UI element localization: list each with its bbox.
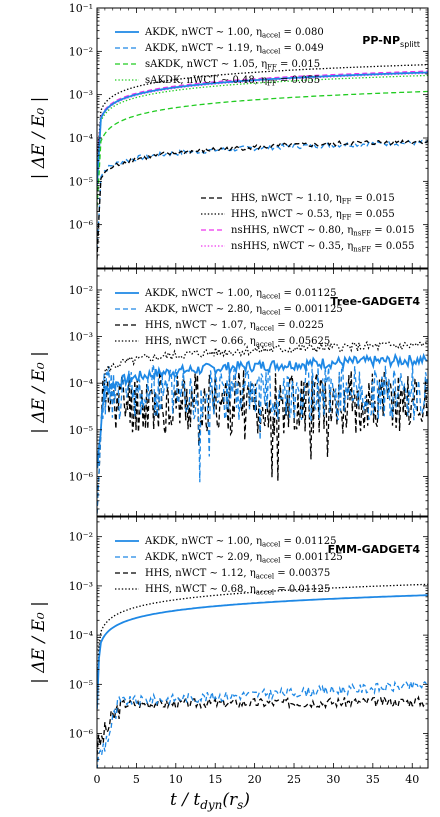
legend-entry: sAKDK, nWCT ∼ 1.05, ηFF = 0.015: [145, 59, 320, 72]
panel-2-series: [97, 583, 428, 768]
series-line-6: [97, 139, 428, 251]
y-axis-label: | ΔE / E₀ |: [29, 601, 49, 684]
legend-entry: sAKDK, nWCT ∼ 0.48, ηFF = 0.055: [145, 75, 320, 88]
x-tick-label: 20: [248, 773, 262, 786]
y-tick-label: 10⁻²: [69, 284, 93, 297]
legend-entry: AKDK, nWCT ∼ 1.00, ηaccel = 0.01125: [144, 288, 336, 301]
y-tick-label: 10⁻⁵: [69, 678, 93, 691]
series-line-0: [97, 369, 428, 514]
legend-entry: nsHHS, nWCT ∼ 0.35, ηnsFF = 0.055: [231, 241, 414, 254]
panel-title: FMM-GADGET4: [328, 543, 421, 556]
panel-0: 10⁻⁶ 10⁻⁵ 10⁻⁴ 10⁻³ 10⁻² 10⁻¹ | ΔE / E₀ | PP-NP…: [29, 2, 429, 269]
series-line-2: [97, 695, 427, 756]
series-line-1: [97, 362, 428, 514]
y-tick-label: 10⁻⁴: [69, 377, 94, 390]
x-tick-label: 40: [405, 773, 419, 786]
x-tick-label: 35: [366, 773, 380, 786]
series-line-0: [97, 583, 428, 700]
series-line-4: [97, 71, 428, 186]
y-tick-label: 10⁻¹: [69, 2, 93, 15]
x-tick-label: 15: [208, 773, 222, 786]
series-line-5: [97, 90, 428, 208]
legend-entry: HHS, nWCT ∼ 0.53, ηFF = 0.055: [231, 209, 395, 222]
legend-entry: AKDK, nWCT ∼ 1.00, ηaccel = 0.080: [144, 27, 324, 40]
series-line-1: [97, 63, 428, 165]
y-tick-label: 10⁻²: [69, 45, 93, 58]
legend: AKDK, nWCT ∼ 1.00, ηaccel = 0.01125 AKDK,…: [115, 536, 343, 597]
x-axis-label: t / tdyn(rs): [170, 790, 250, 812]
panel-0-series: [97, 63, 428, 260]
legend: HHS, nWCT ∼ 1.10, ηFF = 0.015 HHS, nWCT ∼…: [201, 193, 414, 254]
legend-entry: nsHHS, nWCT ∼ 0.80, ηnsFF = 0.015: [231, 225, 414, 238]
x-tick-label: 0: [94, 773, 101, 786]
legend-entry: AKDK, nWCT ∼ 1.19, ηaccel = 0.049: [144, 43, 324, 56]
legend-entry: AKDK, nWCT ∼ 2.80, ηaccel = 0.001125: [144, 304, 343, 317]
legend: AKDK, nWCT ∼ 1.00, ηaccel = 0.080 AKDK, n…: [115, 27, 324, 88]
legend: AKDK, nWCT ∼ 1.00, ηaccel = 0.01125 AKDK,…: [115, 288, 343, 349]
series-line-3: [97, 70, 428, 182]
x-tick-label: 10: [169, 773, 183, 786]
y-tick-label: 10⁻⁶: [69, 728, 94, 741]
series-line-1: [97, 594, 428, 709]
y-tick-label: 10⁻³: [69, 89, 93, 102]
y-tick-label: 10⁻³: [69, 331, 93, 344]
y-axis-label: | ΔE / E₀ |: [29, 351, 49, 434]
legend-entry: HHS, nWCT ∼ 1.07, ηaccel = 0.0225: [145, 320, 324, 333]
legend-entry: AKDK, nWCT ∼ 1.00, ηaccel = 0.01125: [144, 536, 336, 549]
legend-entry: HHS, nWCT ∼ 1.12, ηaccel = 0.00375: [145, 568, 330, 581]
y-tick-label: 10⁻⁴: [69, 132, 94, 145]
series-line-2: [97, 74, 428, 173]
panel-title: PP-NPsplitt: [362, 34, 420, 49]
x-tick-label: 5: [133, 773, 140, 786]
legend-entry: AKDK, nWCT ∼ 2.09, ηaccel = 0.001125: [144, 552, 343, 565]
panel-title: Tree-GADGET4: [330, 295, 420, 308]
y-axis-label: | ΔE / E₀ |: [29, 97, 49, 180]
y-tick-label: 10⁻⁶: [69, 470, 94, 483]
y-tick-label: 10⁻⁶: [69, 219, 94, 232]
legend-entry: HHS, nWCT ∼ 1.10, ηFF = 0.015: [231, 193, 395, 206]
y-tick-label: 10⁻²: [69, 531, 93, 544]
panel-1-series: [97, 340, 428, 514]
series-line-3: [97, 679, 427, 768]
y-tick-label: 10⁻³: [69, 580, 93, 593]
legend-entry: HHS, nWCT ∼ 0.68, ηaccel = 0.01125: [145, 584, 330, 597]
series-line-7: [97, 138, 428, 260]
y-tick-label: 10⁻⁵: [69, 424, 93, 437]
panel-2: 10⁻⁶ 10⁻⁵ 10⁻⁴ 10⁻³ 10⁻² 0 5 10 15 20 25 30 35 40 | ΔE…: [29, 516, 429, 786]
x-tick-label: 30: [326, 773, 340, 786]
x-tick-label: 25: [287, 773, 301, 786]
y-tick-label: 10⁻⁵: [69, 175, 93, 188]
panel-1: 10⁻⁶ 10⁻⁵ 10⁻⁴ 10⁻³ 10⁻² | ΔE / E₀ | Tree-GADG…: [29, 268, 429, 517]
series-line-3: [97, 352, 428, 469]
legend-entry: HHS, nWCT ∼ 0.66, ηaccel = 0.05625: [145, 336, 330, 349]
y-tick-label: 10⁻⁴: [69, 629, 94, 642]
